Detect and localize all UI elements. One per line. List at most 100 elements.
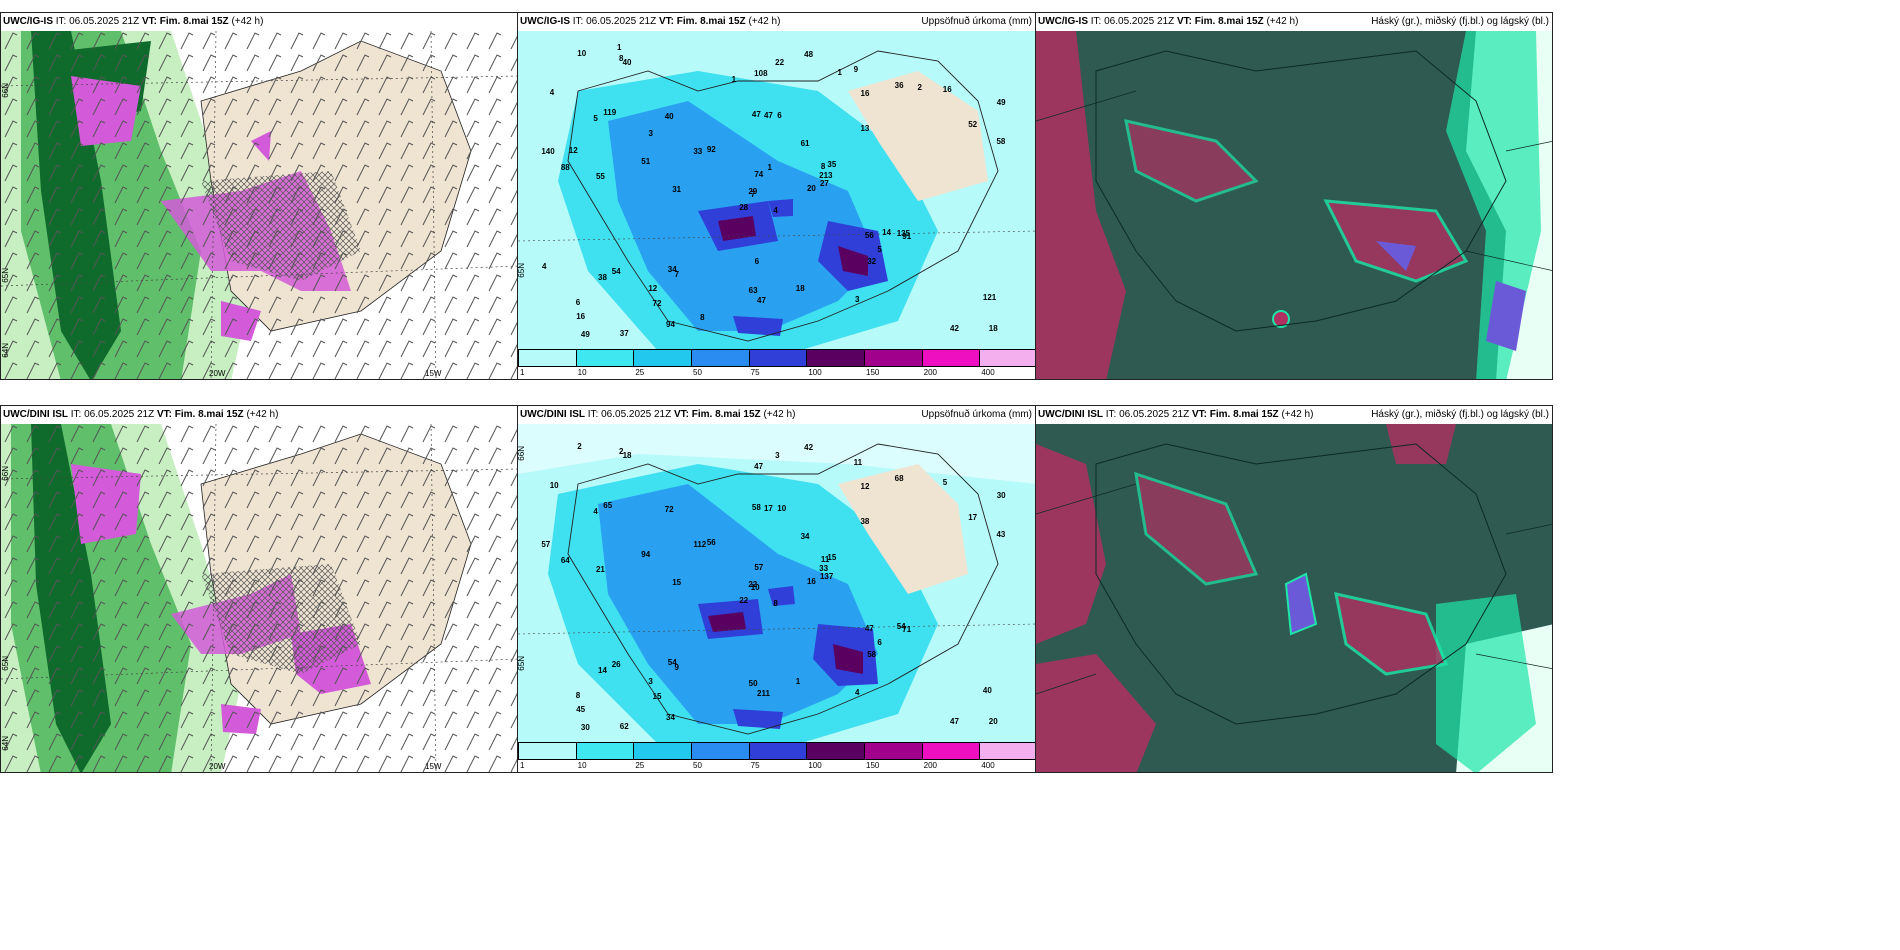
colorbar: 1 10 25 50 75 100 150 200 400 [518, 349, 1035, 379]
precip-map [518, 31, 1035, 351]
colorbar-segment [806, 742, 865, 760]
precip-value-label: 50 [748, 679, 758, 689]
precip-value-label: 43 [996, 530, 1006, 540]
precip-value-label: 88 [560, 162, 570, 172]
colorbar-tick-label: 150 [866, 368, 880, 377]
precip-value-label: 13 [860, 124, 870, 134]
lat-label-65n: 65N [1, 656, 10, 671]
colorbar-segment [921, 349, 981, 367]
colorbar: 1 10 25 50 75 100 150 200 400 [518, 742, 1035, 772]
precip-value-label: 74 [754, 170, 764, 180]
precip-value-label: 71 [902, 625, 912, 635]
precip-value-label: 9 [674, 662, 679, 672]
precip-value-label: 12 [648, 283, 658, 293]
model-name: UWC/IG-IS [3, 16, 53, 27]
precip-value-label: 47 [754, 462, 764, 472]
precip-value-label: 9 [853, 65, 859, 75]
lat-label-65n: 65N [517, 656, 526, 671]
precip-value-label: 140 [541, 147, 555, 157]
precip-value-label: 213 [819, 170, 833, 180]
precip-value-label: 11 [853, 458, 863, 468]
wind-map [1, 424, 517, 772]
model-name: UWC/DINI ISL [1038, 409, 1103, 420]
precip-value-label: 5 [877, 245, 882, 255]
precip-value-label: 2 [917, 82, 922, 92]
precip-value-label: 51 [641, 157, 651, 167]
colorbar-segment [691, 742, 750, 760]
precip-value-label: 92 [706, 144, 716, 154]
precip-value-label: 65 [603, 500, 613, 510]
precip-value-label: 57 [754, 563, 764, 573]
precip-value-label: 33 [693, 146, 703, 156]
precip-value-label: 94 [641, 550, 651, 560]
colorbar-segment [806, 349, 865, 367]
precip-value-label: 42 [804, 442, 814, 452]
precip-value-label: 91 [902, 232, 912, 242]
precip-value-label: 40 [664, 111, 674, 121]
precip-value-label: 22 [775, 58, 785, 68]
precip-value-label: 20 [806, 184, 816, 194]
precip-value-label: 135 [896, 228, 911, 238]
precip-value-label: 47 [950, 716, 959, 726]
precip-value-label: 54 [896, 621, 906, 631]
precip-value-label: 108 [754, 69, 768, 79]
colorbar-tick-label: 10 [577, 761, 587, 770]
precip-value-label: 14 [598, 666, 607, 676]
colorbar-segment [979, 349, 1035, 367]
precip-value-label: 58 [751, 503, 761, 513]
colorbar-tick-label: 25 [635, 368, 645, 377]
precip-value-label: 121 [982, 292, 997, 302]
precip-value-label: 48 [804, 49, 814, 59]
colorbar-segment [979, 742, 1035, 760]
precip-value-label: 34 [666, 713, 675, 723]
colorbar-segment [691, 349, 750, 367]
colorbar-tick-label: 1 [520, 368, 525, 377]
precip-value-label: 1 [795, 676, 801, 686]
precip-value-label: 1 [837, 68, 842, 78]
lon-label-20w: 20W [209, 762, 226, 771]
panel-precip-bottom: UWC/DINI ISL IT: 06.05.2025 21Z VT: Fim.… [517, 405, 1036, 773]
precip-value-label: 30 [996, 490, 1006, 500]
precip-value-label: 56 [864, 230, 874, 240]
precip-value-label: 8 [575, 690, 581, 700]
precip-value-label: 31 [672, 184, 682, 194]
colorbar-tick-label: 10 [577, 368, 587, 377]
precip-value-label: 36 [894, 81, 904, 91]
precip-value-label: 16 [576, 311, 586, 321]
precip-value-label: 211 [757, 688, 770, 698]
precip-value-label: 47 [763, 111, 773, 121]
colorbar-segment [518, 742, 577, 760]
precip-map [518, 424, 1035, 744]
colorbar-segment [575, 742, 635, 760]
colorbar-tick-label: 400 [981, 761, 995, 770]
precip-value-label: 34 [667, 265, 677, 275]
precip-value-label: 72 [664, 504, 674, 514]
precip-value-label: 8 [773, 598, 778, 608]
precip-value-label: 12 [568, 146, 578, 156]
precip-value-label: 15 [827, 552, 837, 562]
panel-header: UWC/IG-IS IT: 06.05.2025 21Z VT: Fim. 8.… [1038, 16, 1299, 27]
precip-value-label: 17 [763, 504, 773, 514]
precip-value-label: 94 [666, 320, 675, 330]
panel-wind-top-left: UWC/IG-IS IT: 06.05.2025 21Z VT: Fim. 8.… [0, 12, 518, 380]
precip-value-label: 8 [700, 312, 705, 322]
cloud-map [1036, 31, 1552, 379]
colorbar-segment [748, 349, 808, 367]
wind-map [1, 31, 517, 379]
precip-value-label: 47 [864, 623, 874, 633]
precip-value-label: 54 [611, 267, 621, 277]
colorbar-tick-label: 50 [693, 761, 702, 770]
colorbar-tick-label: 100 [808, 368, 822, 377]
precip-value-label: 28 [739, 202, 749, 212]
precip-value-label: 4 [542, 262, 547, 272]
precip-value-label: 16 [806, 577, 816, 587]
precip-value-label: 10 [777, 504, 787, 514]
precip-value-label: 4 [854, 688, 860, 698]
precip-value-label: 5 [593, 113, 598, 123]
colorbar-segment [864, 742, 923, 760]
precip-value-label: 47 [751, 110, 761, 120]
model-name: UWC/DINI ISL [520, 409, 585, 420]
panel-wind-bottom-left: UWC/DINI ISL IT: 06.05.2025 21Z VT: Fim.… [0, 405, 518, 773]
precip-value-label: 2 [618, 446, 624, 456]
precip-value-label: 40 [622, 57, 632, 67]
